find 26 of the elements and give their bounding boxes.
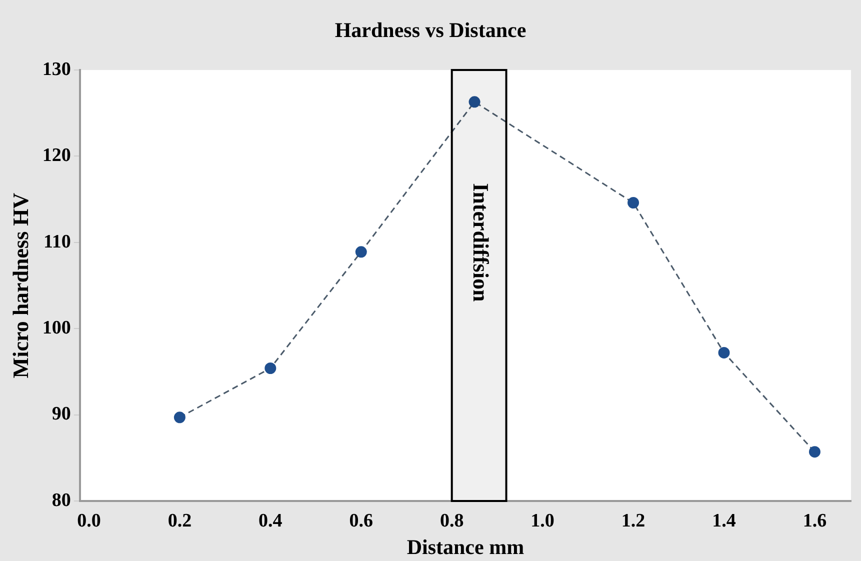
point bbox=[174, 412, 186, 424]
point bbox=[628, 197, 640, 208]
band-label: Interdiffsion bbox=[468, 183, 494, 302]
point bbox=[468, 96, 480, 108]
point bbox=[264, 362, 276, 374]
x-tick-label: 0.4 bbox=[258, 510, 283, 532]
y-tick-label: 80 bbox=[52, 490, 71, 511]
x-tick-label: 0.8 bbox=[440, 510, 464, 532]
x-axis-title: Distance mm bbox=[406, 534, 525, 559]
x-tick-label: 0.6 bbox=[349, 510, 373, 532]
x-tick-label: 0.0 bbox=[77, 510, 101, 532]
point bbox=[718, 346, 730, 358]
y-tick-label: 90 bbox=[52, 404, 71, 425]
x-tick-label: 1.6 bbox=[802, 510, 827, 532]
y-tick-label: 120 bbox=[42, 145, 71, 166]
y-tick-label: 110 bbox=[43, 231, 71, 252]
point bbox=[355, 246, 367, 258]
chart-title: Hardness vs Distance bbox=[334, 18, 528, 43]
x-tick-label: 1.4 bbox=[712, 510, 736, 532]
x-tick-label: 0.2 bbox=[168, 510, 192, 532]
x-tick-label: 1.2 bbox=[621, 510, 646, 532]
point bbox=[808, 446, 820, 458]
y-axis-title: Micro hardness HV bbox=[8, 192, 33, 378]
y-tick-label: 100 bbox=[42, 318, 71, 339]
x-tick-label: 1.0 bbox=[530, 510, 554, 532]
y-tick-label: 130 bbox=[42, 58, 71, 80]
